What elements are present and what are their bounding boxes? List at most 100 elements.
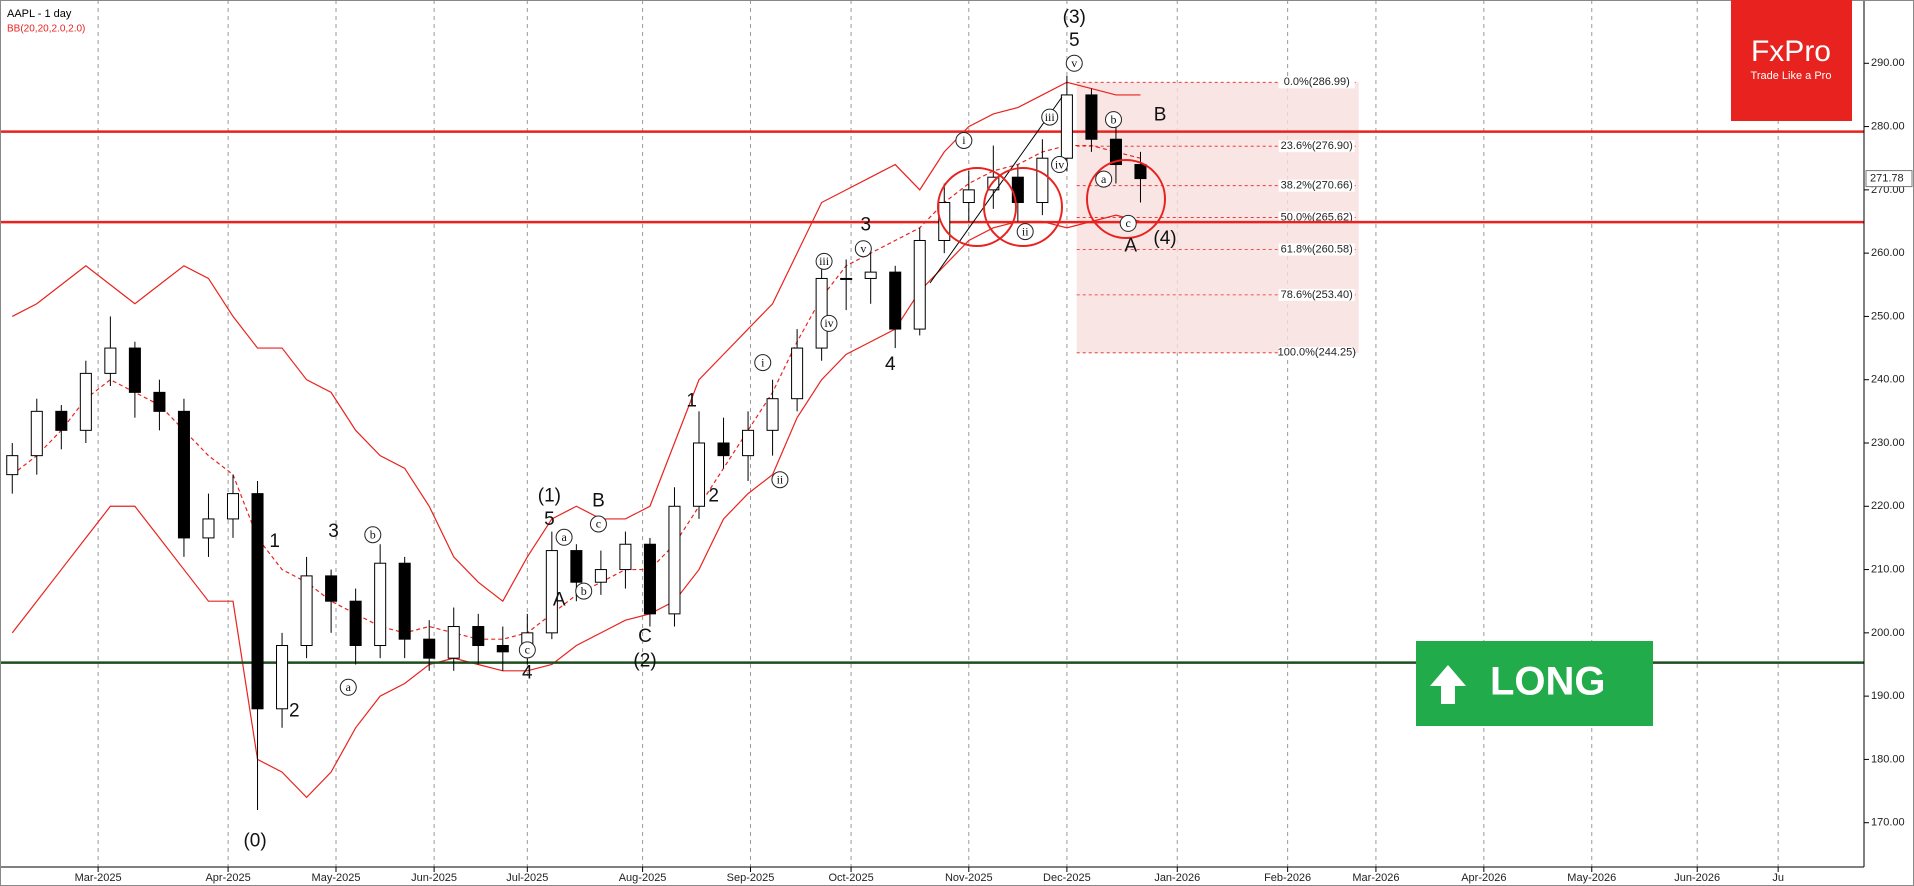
candle-body xyxy=(987,176,1000,191)
candle-body xyxy=(1036,157,1049,204)
wave-label: v xyxy=(1071,56,1077,70)
wave-label: v xyxy=(860,241,866,255)
wave-label: (2) xyxy=(633,651,656,672)
bollinger-upper xyxy=(11,81,1141,603)
x-tick-label: Mar-2025 xyxy=(75,872,122,884)
candle-body xyxy=(1134,164,1147,180)
wave-circle xyxy=(364,526,382,544)
candle-body xyxy=(570,550,583,583)
candle-body xyxy=(226,493,240,520)
candle-body xyxy=(104,347,117,374)
wave-label: 1 xyxy=(269,531,280,552)
wave-label: b xyxy=(370,528,376,542)
candle-body xyxy=(472,626,485,647)
candle-body xyxy=(815,277,828,349)
wave-label: 2 xyxy=(289,701,300,722)
candle-body xyxy=(840,277,853,280)
wave-label: (4) xyxy=(1153,228,1176,249)
wave-circle xyxy=(1095,170,1113,188)
fib-label-bg xyxy=(1278,346,1355,359)
highlight-circle xyxy=(983,167,1063,247)
candle-body xyxy=(202,518,215,539)
trend-line xyxy=(929,96,1063,284)
candle-body xyxy=(447,626,460,659)
logo-tagline: Trade Like a Pro xyxy=(1751,70,1832,82)
signal-arrow xyxy=(1430,665,1466,704)
candle-body xyxy=(938,202,951,241)
wave-label: i xyxy=(962,133,966,147)
wave-label: A xyxy=(1124,236,1137,257)
x-tick-label: Sep-2025 xyxy=(727,872,775,884)
wave-label: 1 xyxy=(686,391,697,412)
logo-box xyxy=(1731,0,1852,121)
candle-body xyxy=(1109,138,1122,166)
x-tick-label: May-2025 xyxy=(312,872,361,884)
x-tick-label: Nov-2025 xyxy=(945,872,993,884)
last-price-box xyxy=(1865,170,1913,188)
candle-body xyxy=(766,398,779,431)
wave-label: i xyxy=(761,355,765,369)
wave-label: (3) xyxy=(1063,7,1086,28)
bollinger-lower xyxy=(11,214,1141,799)
x-tick-label: Dec-2025 xyxy=(1043,872,1091,884)
candle-body xyxy=(913,239,926,330)
wave-circle xyxy=(754,354,772,372)
wave-label: A xyxy=(553,589,566,610)
wave-label: iii xyxy=(819,254,830,268)
wave-label: C xyxy=(638,626,652,647)
wave-circle xyxy=(820,314,838,332)
y-tick-label: 190.00 xyxy=(1871,690,1905,702)
wave-circle xyxy=(575,582,593,600)
wave-label: (1) xyxy=(538,486,561,507)
candle-body xyxy=(643,543,656,615)
wave-label: 4 xyxy=(522,663,533,684)
x-tick-label: Apr-2025 xyxy=(205,872,250,884)
wave-circle xyxy=(1051,156,1069,174)
y-tick-label: 250.00 xyxy=(1871,310,1905,322)
candle-body xyxy=(398,562,411,640)
candle-body xyxy=(79,372,92,431)
wave-circle xyxy=(771,471,789,489)
fib-label-bg xyxy=(1278,140,1355,153)
x-tick-label: Jul-2025 xyxy=(506,872,548,884)
wave-label: a xyxy=(561,530,567,544)
wave-circle xyxy=(854,240,872,258)
wave-circle xyxy=(589,515,607,533)
candle-body xyxy=(177,410,190,539)
wave-circle xyxy=(1065,54,1083,72)
y-tick-label: 290.00 xyxy=(1871,57,1905,69)
fib-label-bg xyxy=(1278,288,1355,301)
candle-body xyxy=(349,600,362,647)
wave-circle xyxy=(815,252,833,270)
candle-body xyxy=(962,189,975,204)
x-tick-label: Jun-2026 xyxy=(1674,872,1720,884)
wave-label: c xyxy=(1126,216,1131,230)
wave-label: a xyxy=(346,680,352,694)
wave-label: 4 xyxy=(885,354,896,375)
candle-body xyxy=(791,347,804,400)
candle-body xyxy=(1060,94,1073,159)
x-tick-label: Ju xyxy=(1772,872,1784,884)
wave-circle xyxy=(555,528,573,546)
fib-label: 38.2%(270.66) xyxy=(1281,180,1353,192)
candle-body xyxy=(594,569,607,583)
wave-label: b xyxy=(581,584,587,598)
logo-name: FxPro xyxy=(1751,35,1831,68)
fib-label-bg xyxy=(1278,179,1355,192)
candle-body xyxy=(742,429,755,457)
y-tick-label: 180.00 xyxy=(1871,753,1905,765)
wave-circle xyxy=(1016,223,1034,241)
candle-body xyxy=(1011,176,1024,204)
candle-body xyxy=(692,442,706,507)
candle-body xyxy=(153,391,166,412)
candle-body xyxy=(864,271,877,279)
wave-label: c xyxy=(596,517,601,531)
wave-circle xyxy=(339,678,357,696)
candle-body xyxy=(545,550,558,634)
y-tick-label: 210.00 xyxy=(1871,563,1905,575)
y-tick-label: 280.00 xyxy=(1871,120,1905,132)
x-tick-label: Jan-2026 xyxy=(1154,872,1200,884)
candle-body xyxy=(496,645,509,653)
